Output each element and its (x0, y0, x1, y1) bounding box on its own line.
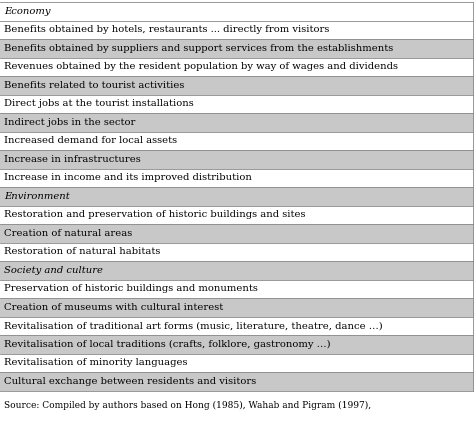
Bar (0, 58, 474, 76)
Bar (0, 279, 474, 298)
Text: Environment: Environment (4, 192, 70, 201)
Text: Creation of natural areas: Creation of natural areas (4, 229, 132, 238)
Text: Preservation of historic buildings and monuments: Preservation of historic buildings and m… (4, 284, 258, 293)
Bar (0, 76, 474, 95)
Text: Increased demand for local assets: Increased demand for local assets (4, 136, 177, 145)
Text: Benefits obtained by hotels, restaurants ... directly from visitors: Benefits obtained by hotels, restaurants… (4, 25, 329, 34)
Text: Benefits related to tourist activities: Benefits related to tourist activities (4, 81, 184, 90)
Bar (0, 2, 474, 20)
Text: Society and culture: Society and culture (4, 266, 103, 275)
Text: Direct jobs at the tourist installations: Direct jobs at the tourist installations (4, 99, 194, 108)
Bar (0, 187, 474, 205)
Bar (0, 242, 474, 261)
Bar (0, 335, 474, 354)
Text: Economy: Economy (4, 7, 51, 16)
Bar (0, 150, 474, 169)
Text: Revitalisation of local traditions (crafts, folklore, gastronomy …): Revitalisation of local traditions (craf… (4, 340, 331, 349)
Bar (0, 354, 474, 372)
Text: Restoration and preservation of historic buildings and sites: Restoration and preservation of historic… (4, 210, 306, 219)
Text: Source: Compiled by authors based on Hong (1985), Wahab and Pigram (1997),: Source: Compiled by authors based on Hon… (4, 400, 371, 410)
Bar (0, 169, 474, 187)
Text: Indirect jobs in the sector: Indirect jobs in the sector (4, 118, 136, 127)
Bar (0, 317, 474, 335)
Bar (0, 113, 474, 132)
Bar (0, 39, 474, 58)
Bar (0, 372, 474, 391)
Text: Cultural exchange between residents and visitors: Cultural exchange between residents and … (4, 377, 256, 386)
Text: Revenues obtained by the resident population by way of wages and dividends: Revenues obtained by the resident popula… (4, 62, 398, 71)
Text: Increase in income and its improved distribution: Increase in income and its improved dist… (4, 173, 252, 182)
Text: Revitalisation of traditional art forms (music, literature, theatre, dance …): Revitalisation of traditional art forms … (4, 321, 383, 330)
Bar (0, 95, 474, 113)
Text: Creation of museums with cultural interest: Creation of museums with cultural intere… (4, 303, 223, 312)
Bar (0, 261, 474, 279)
Bar (0, 132, 474, 150)
Text: Benefits obtained by suppliers and support services from the establishments: Benefits obtained by suppliers and suppo… (4, 44, 393, 53)
Bar (0, 20, 474, 39)
Text: Increase in infrastructures: Increase in infrastructures (4, 155, 141, 164)
Text: Revitalisation of minority languages: Revitalisation of minority languages (4, 358, 188, 367)
Text: Restoration of natural habitats: Restoration of natural habitats (4, 247, 160, 256)
Bar (0, 224, 474, 242)
Bar (0, 298, 474, 317)
Bar (0, 205, 474, 224)
